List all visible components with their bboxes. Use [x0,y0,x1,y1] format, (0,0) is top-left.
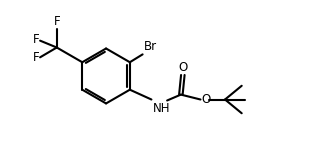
Text: F: F [33,33,39,46]
Text: O: O [178,61,187,74]
Text: O: O [202,93,211,106]
Text: F: F [53,15,60,28]
Text: NH: NH [152,102,170,115]
Text: Br: Br [144,40,157,53]
Text: F: F [33,51,39,64]
